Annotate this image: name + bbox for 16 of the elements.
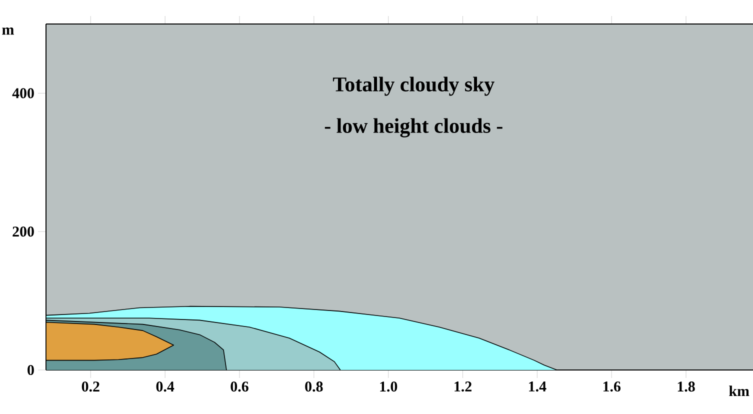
x-tick-label: 0.8 [305, 382, 323, 392]
x-tick-label: 1.2 [454, 382, 472, 392]
x-tick-label: 0.2 [82, 382, 100, 392]
y-axis-title: m [2, 28, 14, 35]
x-tick-label: 1.8 [678, 382, 695, 392]
x-tick-label: 0.4 [156, 382, 174, 392]
y-tick-label: 200 [12, 226, 34, 237]
text: - low height clouds - [324, 118, 502, 138]
x-tick-label: 1.0 [380, 382, 398, 392]
x-tick-label: 1.4 [529, 382, 546, 392]
x-tick-label: 0.6 [230, 382, 248, 392]
y-tick-label: 400 [12, 88, 34, 98]
y-tick-label: 0 [28, 364, 34, 376]
x-axis-title: km [729, 386, 750, 396]
text: Totally cloudy sky [332, 76, 494, 96]
x-tick-label: 1.6 [603, 382, 621, 392]
